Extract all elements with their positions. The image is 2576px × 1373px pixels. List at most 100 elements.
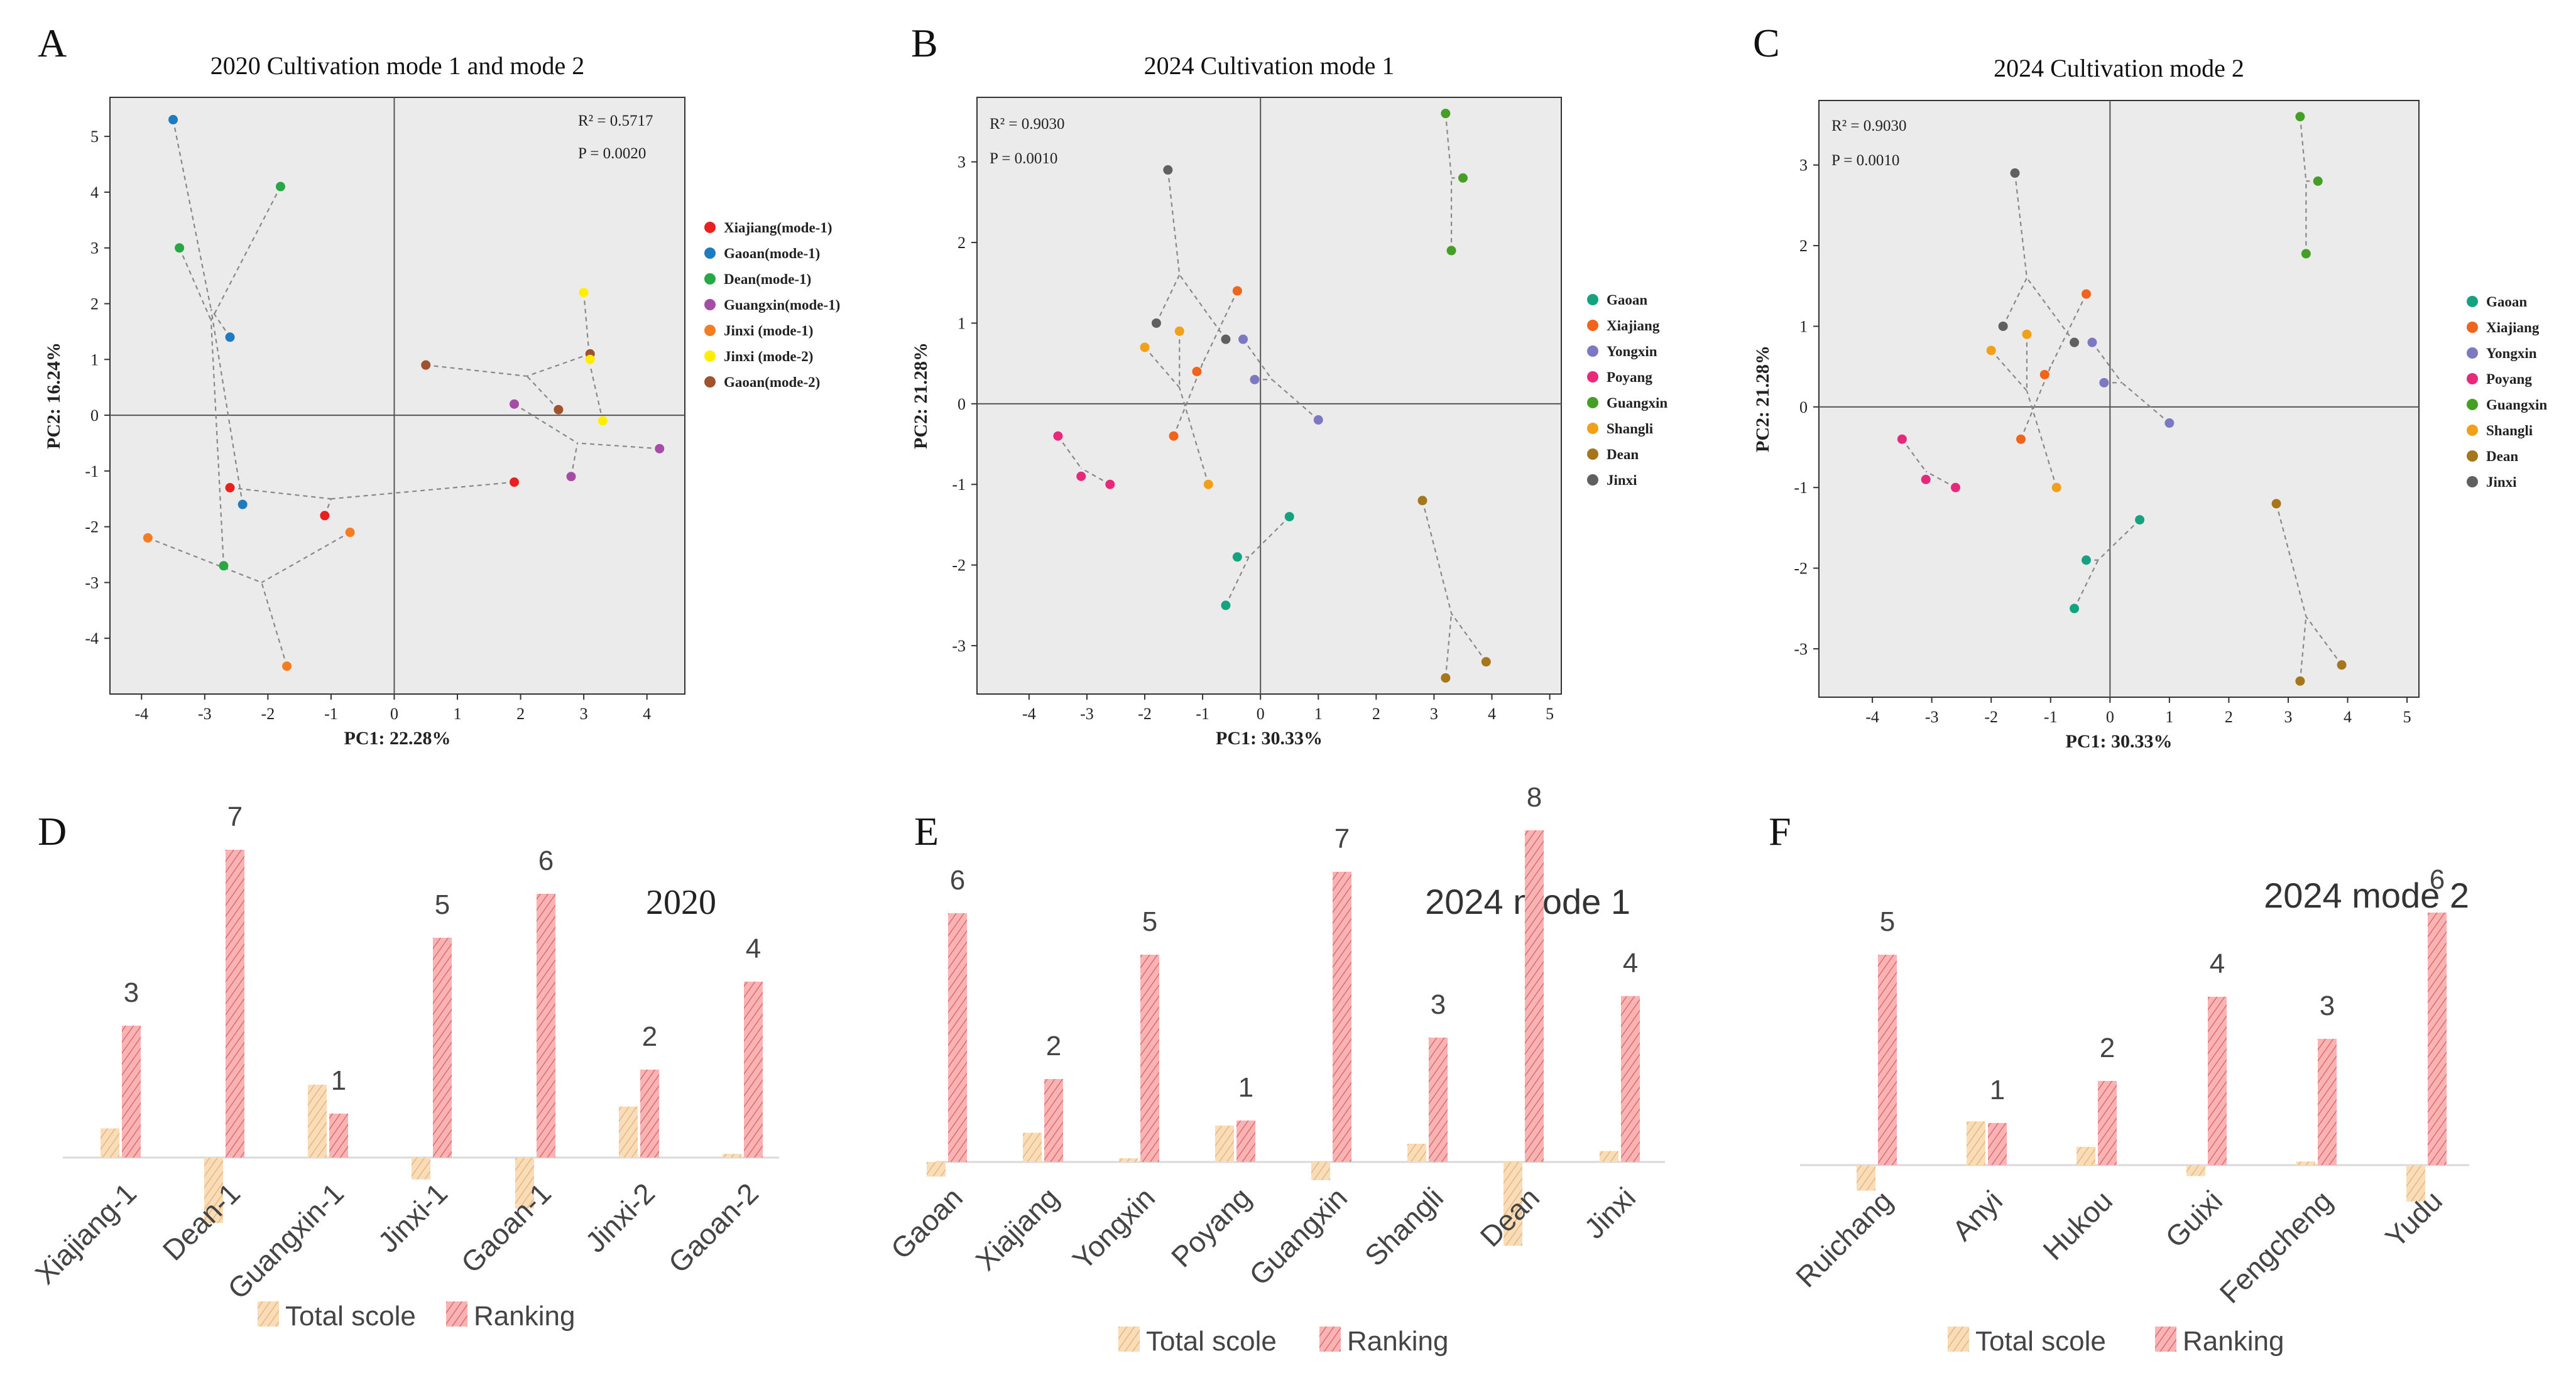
legend-marker	[2467, 322, 2478, 333]
scatter-point	[1232, 286, 1242, 296]
y-axis-title: PC2: 16.24%	[43, 342, 64, 449]
legend-label-total-scole: Total scole	[285, 1301, 416, 1332]
y-tick-label: 1	[1799, 317, 1808, 335]
y-tick-label: 0	[90, 406, 99, 425]
connector-line	[513, 403, 578, 444]
category-label: Jinxi	[1578, 1181, 1642, 1245]
connector-line	[2299, 616, 2307, 681]
y-tick-label: -2	[85, 518, 99, 536]
x-tick-label: 3	[2284, 708, 2292, 726]
connector-line	[1248, 516, 1291, 558]
scatter-point	[1986, 345, 1996, 355]
total-scole-bar	[927, 1162, 946, 1177]
ranking-data-label: 5	[1142, 906, 1157, 937]
connector-line	[330, 481, 515, 500]
ranking-data-label: 2	[642, 1021, 657, 1052]
pca-title: 2024 Cultivation mode 2	[1994, 54, 2244, 82]
y-tick-label: -3	[85, 573, 99, 592]
x-tick-label: 4	[1488, 705, 1496, 723]
scatter-point	[2022, 329, 2032, 339]
scatter-point	[2313, 176, 2323, 186]
legend-marker	[1587, 474, 1598, 486]
connector-line	[425, 364, 527, 377]
legend-entry-label: Gaoan	[2486, 294, 2527, 310]
connector-line	[1057, 435, 1082, 469]
legend-entry-label: Jinxi	[1607, 472, 1637, 488]
ranking-data-label: 5	[435, 889, 450, 920]
category-label: Poyang	[1165, 1181, 1257, 1273]
scatter-point	[2135, 515, 2145, 525]
y-tick-label: 3	[90, 239, 99, 258]
connector-line	[1990, 350, 2028, 391]
legend-entry-label: Gaoan(mode-2)	[724, 374, 820, 390]
scatter-point	[2164, 418, 2175, 428]
connector-line	[210, 308, 231, 338]
scatter-point	[225, 332, 235, 342]
x-tick-label: 2	[2225, 708, 2233, 726]
y-axis-title: PC2: 21.28%	[1752, 345, 1773, 452]
total-scole-bar	[2186, 1165, 2205, 1176]
panel-letter-D: D	[38, 809, 67, 854]
scatter-point	[2295, 676, 2305, 686]
bar-chart-title: 2024 mode 2	[2264, 876, 2469, 915]
scatter-point	[1998, 321, 2008, 331]
legend-entry-label: Xiajiang	[2486, 320, 2540, 335]
x-tick-label: -1	[2044, 708, 2058, 726]
scatter-point	[1238, 334, 1248, 344]
scatter-point	[598, 416, 608, 426]
legend-entry-label: Yongxin	[1607, 344, 1657, 359]
y-tick-label: 0	[958, 395, 966, 413]
total-scole-bar	[2296, 1161, 2315, 1165]
category-label: Fengcheng	[2213, 1184, 2339, 1310]
category-label: Yongxin	[1066, 1181, 1161, 1276]
total-scole-bar	[1119, 1158, 1138, 1162]
y-tick-label: 3	[958, 153, 966, 171]
r-squared-label: R² = 0.9030	[1831, 117, 1907, 134]
scatter-point	[2337, 660, 2347, 670]
legend-marker	[1587, 345, 1598, 357]
scatter-point	[320, 511, 330, 521]
x-tick-label: -1	[324, 705, 338, 723]
scatter-point	[1105, 479, 1115, 489]
ranking-bar	[2318, 1039, 2337, 1165]
p-value-label: P = 0.0010	[1831, 152, 1899, 169]
connector-line	[2097, 519, 2141, 561]
scatter-point	[1221, 600, 1231, 611]
ranking-data-label: 8	[1527, 782, 1542, 813]
pca-title: 2020 Cultivation mode 1 and mode 2	[210, 52, 585, 80]
category-label: Gaoan-1	[455, 1176, 557, 1279]
total-scole-bar	[1311, 1162, 1330, 1180]
ranking-data-label: 7	[227, 801, 243, 832]
panel-letter-A: A	[38, 21, 67, 65]
scatter-point	[219, 561, 229, 571]
scatter-point	[1417, 496, 1427, 506]
connector-line	[589, 364, 604, 421]
ranking-data-label: 6	[538, 845, 554, 876]
legend-entry-label: Xiajiang(mode-1)	[724, 220, 832, 236]
ranking-data-label: 3	[1431, 989, 1446, 1020]
x-tick-label: 5	[1546, 705, 1554, 723]
x-tick-label: -1	[1196, 705, 1209, 723]
x-tick-label: 1	[1314, 705, 1323, 723]
legend-marker	[2467, 373, 2478, 384]
legend-entry-label: Yongxin	[2486, 345, 2537, 361]
scatter-point	[1140, 342, 1150, 352]
total-scole-bar	[204, 1158, 223, 1224]
legend-swatch-total-scole	[1118, 1327, 1140, 1352]
legend-entry-label: Poyang	[2486, 371, 2532, 387]
plot-area	[1818, 100, 2420, 698]
y-tick-label: -2	[1794, 560, 1808, 578]
category-label: Xiajiang	[969, 1181, 1066, 1277]
legend-entry-label: Jinxi (mode-2)	[724, 349, 813, 364]
ranking-bar	[2208, 997, 2227, 1165]
category-label: Jinxi-1	[371, 1176, 454, 1259]
legend-marker	[704, 222, 716, 233]
scatter-point	[566, 472, 576, 482]
total-scole-bar	[2077, 1147, 2095, 1165]
connector-line	[1421, 500, 1453, 614]
x-tick-label: 3	[1430, 705, 1438, 723]
ranking-bar	[2428, 913, 2447, 1165]
scatter-point	[1076, 471, 1086, 481]
category-label: Gaoan	[885, 1181, 969, 1265]
connector-line	[178, 247, 212, 321]
